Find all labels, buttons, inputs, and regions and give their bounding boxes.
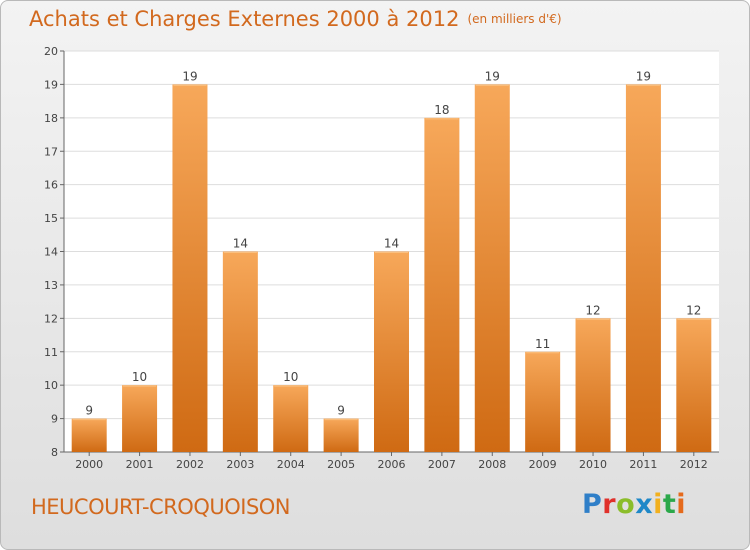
- x-tick-label: 2006: [378, 458, 406, 471]
- x-tick-label: 2009: [529, 458, 557, 471]
- y-tick-label: 17: [44, 145, 58, 158]
- data-labels: 9 10 19 14 10 9 14 18 19 11 12 19 12: [85, 69, 701, 417]
- logo-letter: x: [635, 489, 654, 520]
- chart-title: Achats et Charges Externes 2000 à 2012 (e…: [29, 7, 562, 31]
- x-tick-label: 2007: [428, 458, 456, 471]
- y-tick-label: 11: [44, 346, 58, 359]
- x-tick-label: 2002: [176, 458, 204, 471]
- x-tick-label: 2004: [277, 458, 305, 471]
- y-tick-label: 12: [44, 312, 58, 325]
- x-tick-label: 2005: [327, 458, 355, 471]
- bar-2006: [374, 251, 409, 452]
- logo-letter: r: [602, 489, 617, 520]
- proxiti-logo[interactable]: Proxiti: [582, 489, 686, 520]
- commune-name: HEUCOURT-CROQUOISON: [31, 495, 291, 519]
- x-tick-label: 2011: [629, 458, 657, 471]
- bar-2009: [525, 351, 561, 452]
- value-label-2010: 12: [585, 303, 600, 317]
- bar-2011: [625, 84, 661, 453]
- bar-2010: [575, 318, 611, 452]
- value-label-2008: 19: [485, 69, 500, 83]
- value-label-2011: 19: [636, 69, 651, 83]
- value-label-2003: 14: [233, 237, 248, 251]
- value-label-2005: 9: [337, 404, 345, 418]
- y-tick-label: 14: [44, 246, 58, 259]
- value-label-2009: 11: [535, 337, 550, 351]
- chart-title-text: Achats et Charges Externes 2000 à 2012: [29, 7, 460, 31]
- y-tick-label: 13: [44, 279, 58, 292]
- value-label-2006: 14: [384, 237, 399, 251]
- bar-2001: [122, 385, 158, 452]
- x-tick-label: 2008: [478, 458, 506, 471]
- bar-2008: [474, 84, 510, 453]
- y-tick-label: 9: [51, 413, 58, 426]
- axes: 8 9 10 11 12 13 14 15 16 17 18 19 20 2000 2001 2002 2003…: [44, 45, 719, 471]
- x-tick-label: 2001: [126, 458, 154, 471]
- value-label-2012: 12: [686, 303, 701, 317]
- value-label-2007: 18: [434, 103, 449, 117]
- y-tick-label: 19: [44, 78, 58, 91]
- logo-letter: t: [662, 489, 677, 520]
- x-tick-label: 2000: [75, 458, 103, 471]
- bar-2004: [273, 385, 309, 452]
- y-tick-label: 15: [44, 212, 58, 225]
- chart-subtitle: (en milliers d'€): [467, 12, 562, 26]
- y-tick-label: 10: [44, 379, 58, 392]
- y-tick-label: 16: [44, 179, 58, 192]
- value-label-2000: 9: [85, 404, 93, 418]
- bar-2012: [676, 318, 712, 452]
- logo-letter: i: [653, 489, 663, 520]
- y-tick-label: 20: [44, 45, 58, 58]
- x-tick-label: 2012: [680, 458, 708, 471]
- logo-letter: P: [582, 489, 603, 520]
- y-tick-label: 18: [44, 112, 58, 125]
- y-tick-label: 8: [51, 446, 58, 459]
- bar-2002: [172, 84, 208, 453]
- bar-2003: [222, 251, 258, 452]
- value-label-2004: 10: [283, 370, 298, 384]
- value-label-2001: 10: [132, 370, 147, 384]
- bars: [71, 84, 712, 453]
- logo-letter: o: [616, 489, 636, 520]
- x-tick-label: 2003: [226, 458, 254, 471]
- x-tick-label: 2010: [579, 458, 607, 471]
- bar-2000: [71, 418, 107, 452]
- bar-2005: [323, 418, 359, 452]
- value-label-2002: 19: [182, 69, 197, 83]
- logo-letter: i: [676, 489, 687, 520]
- bar-2007: [424, 117, 460, 452]
